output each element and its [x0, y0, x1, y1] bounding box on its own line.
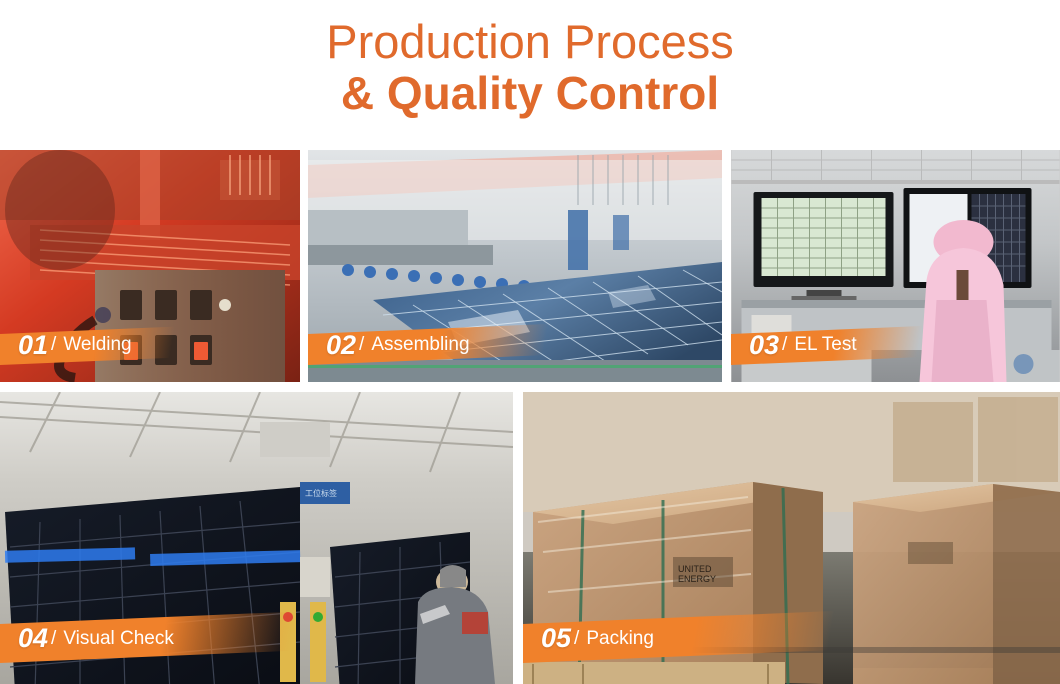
- svg-text:工位标签: 工位标签: [305, 488, 337, 498]
- svg-text:UNITED: UNITED: [678, 564, 712, 574]
- svg-text:ENERGY: ENERGY: [678, 574, 716, 584]
